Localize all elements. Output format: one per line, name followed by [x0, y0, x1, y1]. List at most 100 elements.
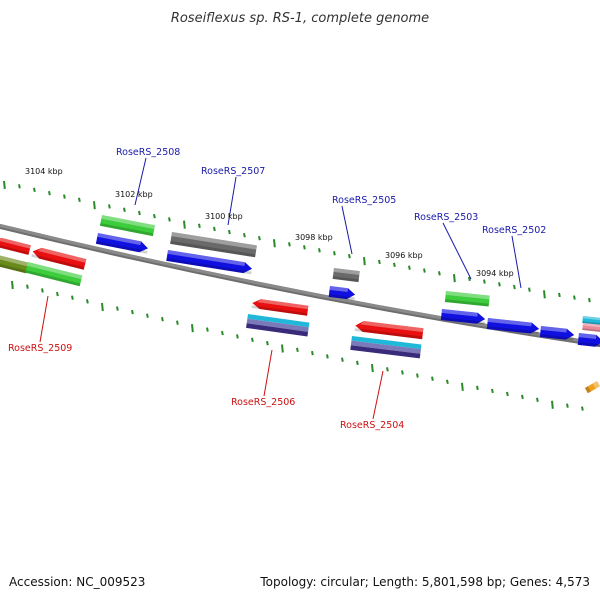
gene-feature[interactable]: [25, 262, 83, 287]
feature-highlight: [360, 320, 424, 333]
gene-feature[interactable]: [350, 336, 422, 359]
minor-tick: [18, 184, 21, 189]
gene-feature[interactable]: [0, 236, 31, 255]
minor-tick: [288, 242, 291, 247]
gene-feature[interactable]: [31, 246, 87, 270]
minor-tick: [386, 367, 389, 372]
feature-highlight: [0, 254, 29, 267]
gene-feature[interactable]: [577, 333, 600, 348]
minor-tick: [41, 288, 44, 293]
gene-label-rosers-2505[interactable]: RoseRS_2505: [332, 195, 396, 206]
scale-label-3104: 3104 kbp: [25, 167, 63, 176]
gene-label-rosers-2504[interactable]: RoseRS_2504: [340, 420, 404, 431]
minor-tick: [378, 259, 381, 265]
gene-feature[interactable]: [99, 215, 156, 237]
minor-tick: [536, 397, 539, 403]
feature-shade: [582, 328, 600, 333]
feature-shade: [584, 386, 591, 394]
feature-shade: [99, 223, 154, 237]
feature-shade: [95, 241, 148, 254]
gene-feature[interactable]: [584, 381, 600, 394]
feature-shade: [170, 240, 256, 258]
feature-shade: [0, 262, 27, 274]
gene-feature[interactable]: [440, 309, 486, 325]
gene-feature[interactable]: [166, 250, 253, 275]
gene-feature[interactable]: [444, 291, 490, 307]
feature-body: [0, 237, 31, 255]
leader-line: [39, 295, 49, 343]
gene-feature[interactable]: [251, 298, 309, 316]
gene-label-rosers-2508[interactable]: RoseRS_2508: [116, 147, 180, 158]
gene-feature[interactable]: [170, 232, 257, 258]
feature-shade: [444, 299, 489, 307]
major-tick: [191, 324, 194, 333]
minor-tick: [86, 299, 89, 304]
gene-label-rosers-2507[interactable]: RoseRS_2507: [201, 166, 265, 177]
feature-stripe: [247, 314, 310, 328]
minor-tick: [498, 282, 501, 287]
minor-tick: [56, 291, 59, 297]
minor-tick: [491, 388, 494, 394]
gene-labels: RoseRS_2508 RoseRS_2507 RoseRS_2505 Rose…: [8, 147, 546, 431]
feature-shade: [25, 270, 81, 287]
gene-feature[interactable]: [582, 316, 600, 326]
minor-tick: [213, 226, 216, 232]
major-tick: [273, 239, 276, 248]
minor-tick: [311, 350, 314, 356]
gene-feature[interactable]: [328, 286, 356, 301]
gene-feature[interactable]: [332, 268, 360, 283]
feature-highlight: [333, 268, 360, 275]
map-title: Roseiflexus sp. RS-1, complete genome: [171, 11, 429, 26]
gene-feature[interactable]: [582, 323, 600, 333]
minor-tick: [251, 337, 254, 343]
feature-body: [539, 326, 575, 340]
feature-highlight: [167, 250, 246, 267]
major-tick: [461, 382, 464, 391]
feature-shade: [486, 326, 539, 335]
feature-shade: [440, 317, 485, 325]
gene-label-rosers-2506[interactable]: RoseRS_2506: [231, 397, 295, 408]
major-tick: [453, 274, 456, 283]
gene-feature[interactable]: [354, 320, 424, 340]
genome-summary-text: Topology: circular; Length: 5,801,598 bp…: [259, 575, 590, 589]
major-tick: [281, 344, 284, 353]
gene-feature[interactable]: [0, 254, 29, 274]
feature-highlight: [441, 309, 478, 317]
scale-label-3098: 3098 kbp: [295, 233, 333, 242]
feature-body: [252, 299, 309, 316]
minor-tick: [438, 271, 441, 276]
feature-body: [332, 268, 360, 283]
minor-tick: [326, 354, 329, 359]
major-tick: [11, 280, 14, 290]
gene-label-rosers-2502[interactable]: RoseRS_2502: [482, 225, 546, 236]
major-tick: [551, 400, 554, 409]
major-tick: [183, 220, 186, 229]
minor-tick: [266, 340, 269, 346]
feature-body: [25, 262, 83, 287]
gene-feature[interactable]: [246, 314, 310, 337]
gene-label-rosers-2509[interactable]: RoseRS_2509: [8, 343, 72, 354]
major-tick: [3, 180, 6, 190]
minor-tick: [303, 245, 306, 250]
gene-feature[interactable]: [539, 326, 575, 341]
gene-feature[interactable]: [486, 318, 540, 335]
gene-feature[interactable]: [95, 233, 149, 254]
gene-label-rosers-2503[interactable]: RoseRS_2503: [414, 212, 478, 223]
minor-tick: [26, 284, 29, 289]
feature-stripe: [351, 336, 422, 350]
accession-text: Accession: NC_009523: [9, 575, 145, 589]
minor-tick: [243, 232, 246, 238]
leader-line: [227, 176, 237, 226]
feature-body: [0, 254, 29, 274]
minor-tick: [198, 223, 201, 228]
minor-tick: [138, 210, 141, 216]
feature-shade: [577, 341, 600, 348]
feature-body: [166, 250, 253, 274]
gene-features: [0, 215, 600, 394]
feature-highlight: [37, 247, 87, 263]
minor-tick: [356, 360, 359, 366]
leader-line: [341, 205, 353, 255]
minor-tick: [483, 279, 486, 284]
minor-tick: [513, 284, 516, 290]
